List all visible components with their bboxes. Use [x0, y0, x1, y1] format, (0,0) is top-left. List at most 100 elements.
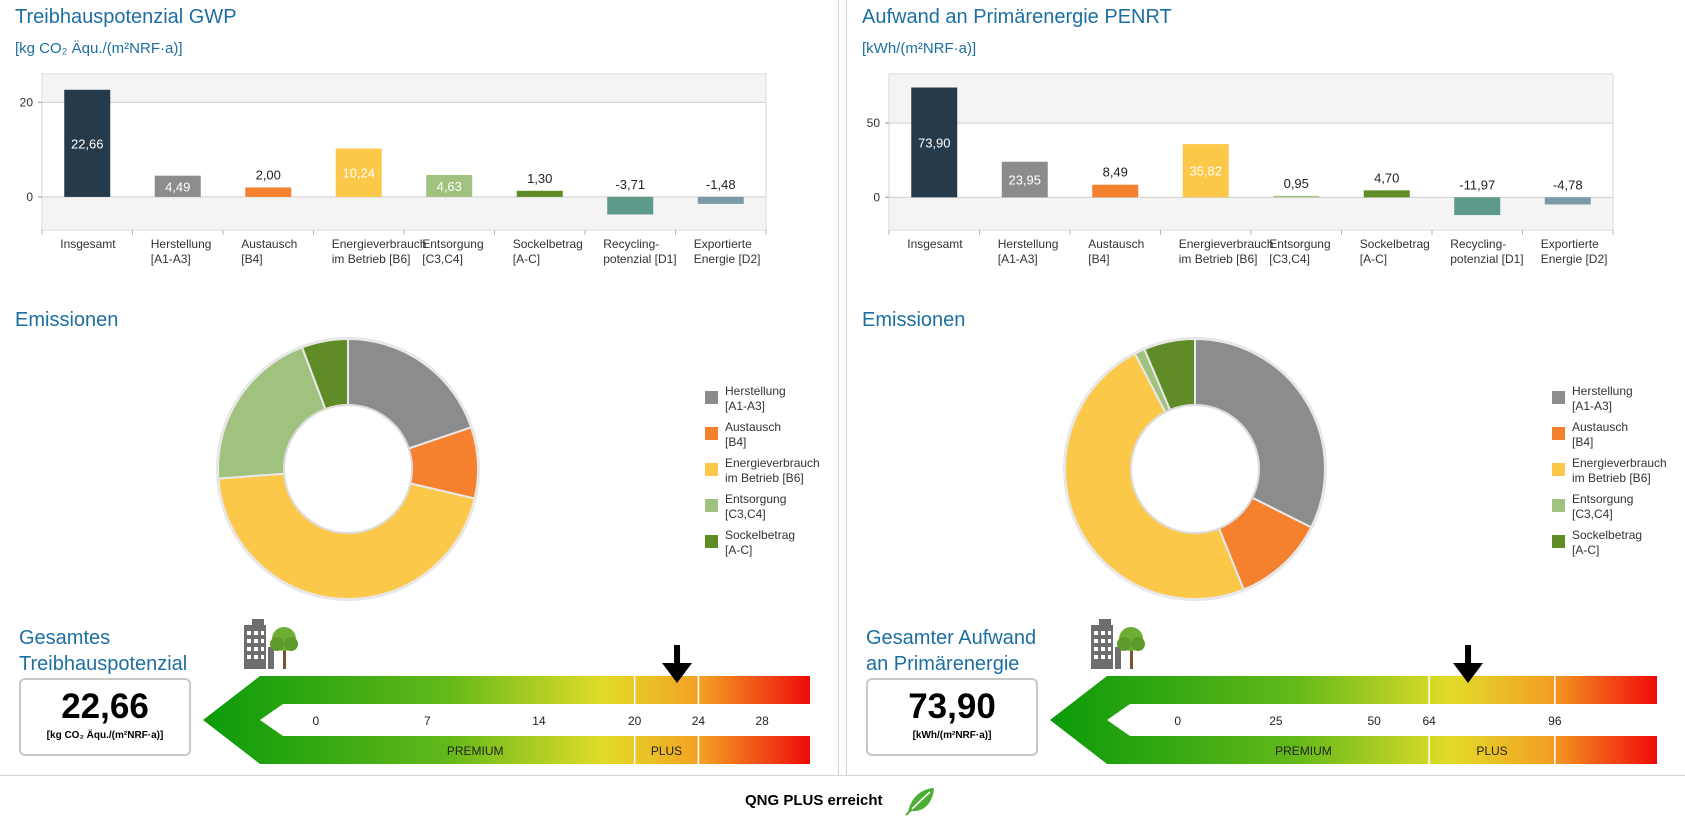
bar-value-label: 22,66 — [71, 136, 104, 151]
bar-value-label: 23,95 — [1008, 173, 1041, 188]
building-tree-icon — [244, 619, 298, 669]
scale-tick-label: 0 — [312, 714, 319, 728]
penrt-legend: Herstellung [A1-A3] Austausch [B4] Energie… — [1552, 384, 1685, 564]
bar — [335, 148, 382, 197]
legend-label: Austausch [B4] — [1572, 420, 1629, 449]
legend-swatch — [1552, 391, 1565, 404]
x-category-label: Insgesamt — [60, 237, 116, 251]
bar — [1001, 161, 1048, 198]
y-tick-label: 50 — [867, 116, 881, 130]
gwp-total-value: 22,66 — [61, 687, 149, 726]
x-category-label: Herstellung [A1-A3] — [998, 237, 1059, 266]
y-tick-label: 0 — [873, 190, 880, 204]
bar-value-label: 73,90 — [918, 135, 951, 150]
bar — [516, 190, 563, 197]
plot-band-top — [890, 75, 1612, 124]
x-category-label: Exportierte Energie [D2] — [1541, 237, 1608, 266]
band-label: PREMIUM — [1275, 744, 1332, 758]
legend-swatch — [705, 535, 718, 548]
legend-label: Herstellung [A1-A3] — [1572, 384, 1633, 413]
legend-item: Entsorgung [C3,C4] — [1552, 492, 1685, 528]
penrt-emissions-title: Emissionen — [862, 309, 966, 331]
legend-label: Entsorgung [C3,C4] — [725, 492, 787, 521]
y-tick-label: 0 — [26, 190, 33, 204]
scale-white-strip — [260, 704, 810, 736]
bar-value-label: 35,82 — [1189, 164, 1222, 179]
plot-band-bottom — [43, 196, 765, 229]
legend-label: Energieverbrauch im Betrieb [B6] — [1572, 456, 1667, 485]
legend-item: Entsorgung [C3,C4] — [705, 492, 838, 528]
x-category-label: Entsorgung [C3,C4] — [422, 237, 483, 266]
scale-tick-label: 14 — [532, 714, 546, 728]
bar-value-label: 4,63 — [437, 179, 462, 194]
legend-swatch — [1552, 463, 1565, 476]
legend-item: Sockelbetrag [A-C] — [705, 528, 838, 564]
legend-swatch — [705, 499, 718, 512]
bar-value-label: 1,30 — [527, 171, 552, 186]
legend-item: Herstellung [A1-A3] — [1552, 384, 1685, 420]
legend-swatch — [1552, 499, 1565, 512]
penrt-unit: [kWh/(m²NRF·a)] — [862, 40, 977, 57]
gwp-total-title: Gesamtes Treibhauspotenzial — [19, 627, 188, 675]
penrt-bar-chart: 0 50 73,90 Insgesamt 23,95 Herstellung [A1-A3]… — [867, 73, 1614, 266]
scale-white-strip — [1107, 704, 1657, 736]
scale-tick-label: 25 — [1269, 714, 1283, 728]
legend-item: Energieverbrauch im Betrieb [B6] — [1552, 456, 1685, 492]
bar-value-label: 10,24 — [342, 166, 375, 181]
bar-value-label: 4,49 — [165, 179, 190, 194]
qng-status-text: QNG PLUS erreicht — [745, 792, 883, 809]
gwp-rating-scale: PREMIUM PLUS 0 7 14 20 24 28 — [203, 645, 810, 764]
legend-item: Energieverbrauch im Betrieb [B6] — [705, 456, 838, 492]
legend-label: Herstellung [A1-A3] — [725, 384, 786, 413]
legend-label: Entsorgung [C3,C4] — [1572, 492, 1634, 521]
scale-marker-stem — [1465, 645, 1472, 665]
legend-swatch — [1552, 535, 1565, 548]
x-category-label: Sockelbetrag [A-C] — [513, 237, 583, 266]
x-category-label: Austausch [B4] — [1088, 237, 1144, 266]
gwp-donut-chart — [216, 337, 480, 601]
bar-value-label: -11,97 — [1459, 177, 1495, 192]
bar — [426, 175, 473, 197]
bar — [1182, 144, 1229, 198]
gwp-panel: Treibhauspotenzial GWP [kg CO₂ Äqu./(m²N… — [0, 0, 839, 775]
penrt-rating-scale: PREMIUM PLUS 0 25 50 64 96 — [1050, 645, 1657, 764]
x-category-label: Recycling-potenzial [D1] — [603, 237, 676, 266]
penrt-total-box: 73,90 [kWh/(m²NRF·a)] — [866, 678, 1038, 756]
gwp-legend: Herstellung [A1-A3] Austausch [B4] Energie… — [705, 384, 838, 564]
band-label: PREMIUM — [447, 744, 504, 758]
scale-tick-label: 7 — [424, 714, 431, 728]
scale-marker-stem — [674, 645, 681, 665]
scale-tick-label: 0 — [1174, 714, 1181, 728]
gwp-bar-chart: 0 20 22,66 Insgesamt 4,49 Herstellung [A1-A3] 2… — [20, 73, 767, 266]
bar — [1092, 184, 1139, 198]
gwp-emissions-title: Emissionen — [15, 309, 119, 331]
bar — [154, 175, 201, 197]
bar-value-label: 0,95 — [1284, 176, 1309, 191]
bar — [1273, 195, 1320, 198]
gwp-title: Treibhauspotenzial GWP — [15, 6, 237, 28]
legend-label: Energieverbrauch im Betrieb [B6] — [725, 456, 820, 485]
legend-swatch — [1552, 427, 1565, 440]
bar — [697, 196, 744, 204]
penrt-total-unit: [kWh/(m²NRF·a)] — [912, 730, 992, 741]
legend-label: Sockelbetrag [A-C] — [725, 528, 796, 557]
y-tick-label: 20 — [20, 95, 34, 109]
scale-tick-label: 50 — [1367, 714, 1381, 728]
bar-value-label: -3,71 — [615, 177, 645, 192]
band-label: PLUS — [651, 744, 682, 758]
scale-tick-label: 64 — [1422, 714, 1436, 728]
bar-value-label: 2,00 — [256, 167, 281, 182]
x-category-label: Herstellung [A1-A3] — [151, 237, 212, 266]
footer — [0, 775, 1685, 822]
leaf-icon — [905, 788, 934, 816]
penrt-total-title: Gesamter Aufwand an Primärenergie — [866, 627, 1037, 675]
legend-item: Herstellung [A1-A3] — [705, 384, 838, 420]
gwp-total-unit: [kg CO₂ Äqu./(m²NRF·a)] — [46, 730, 164, 741]
legend-item: Austausch [B4] — [1552, 420, 1685, 456]
donut-hole — [283, 404, 413, 534]
bar-value-label: 8,49 — [1103, 165, 1128, 180]
donut-hole — [1130, 404, 1260, 534]
x-category-label: Austausch [B4] — [241, 237, 297, 266]
legend-swatch — [705, 427, 718, 440]
x-category-label: Sockelbetrag [A-C] — [1360, 237, 1430, 266]
